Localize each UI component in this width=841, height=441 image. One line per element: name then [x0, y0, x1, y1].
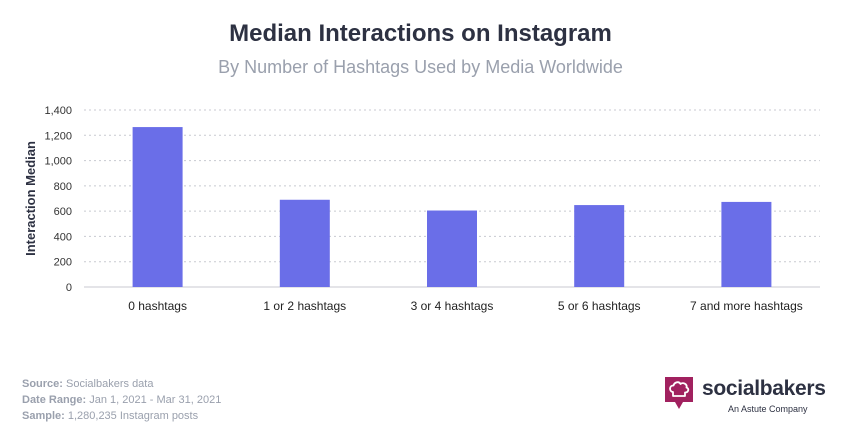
chart-footer: Source: Socialbakers data Date Range: Ja… [22, 376, 221, 424]
bar [279, 199, 330, 287]
x-tick-label: 3 or 4 hashtags [411, 299, 494, 313]
chart-title: Median Interactions on Instagram [229, 20, 612, 47]
chart-subtitle: By Number of Hashtags Used by Media Worl… [218, 57, 623, 77]
socialbakers-logo: socialbakers An Astute Company [664, 376, 826, 418]
x-tick-label: 0 hashtags [128, 299, 187, 313]
bar [721, 201, 772, 287]
y-tick-label: 1,000 [44, 156, 72, 168]
logo-name: socialbakers [702, 377, 826, 400]
x-tick-label: 7 and more hashtags [690, 299, 803, 313]
y-tick-label: 0 [66, 282, 72, 294]
x-tick-label: 5 or 6 hashtags [558, 299, 641, 313]
x-tick-label: 1 or 2 hashtags [263, 299, 346, 313]
y-tick-label: 200 [54, 257, 72, 269]
bar-chart: 0 200 400 600 800 1,000 1,200 1,400 0 hashtags 1 … [23, 105, 820, 313]
footer-source: Source: Socialbakers data [22, 378, 154, 390]
y-tick-label: 1,400 [44, 105, 72, 117]
y-tick-label: 1,200 [44, 130, 72, 142]
footer-date-range: Date Range: Jan 1, 2021 - Mar 31, 2021 [22, 394, 222, 406]
logo-tagline: An Astute Company [728, 404, 808, 414]
y-tick-label: 400 [54, 231, 72, 243]
bar [132, 127, 183, 287]
chef-hat-icon [665, 377, 693, 409]
y-tick-label: 800 [54, 181, 72, 193]
bar [427, 210, 477, 287]
bar [574, 205, 625, 287]
footer-sample: Sample: 1,280,235 Instagram posts [22, 410, 199, 422]
y-axis-label: Interaction Median [23, 141, 38, 256]
y-tick-label: 600 [54, 206, 72, 218]
